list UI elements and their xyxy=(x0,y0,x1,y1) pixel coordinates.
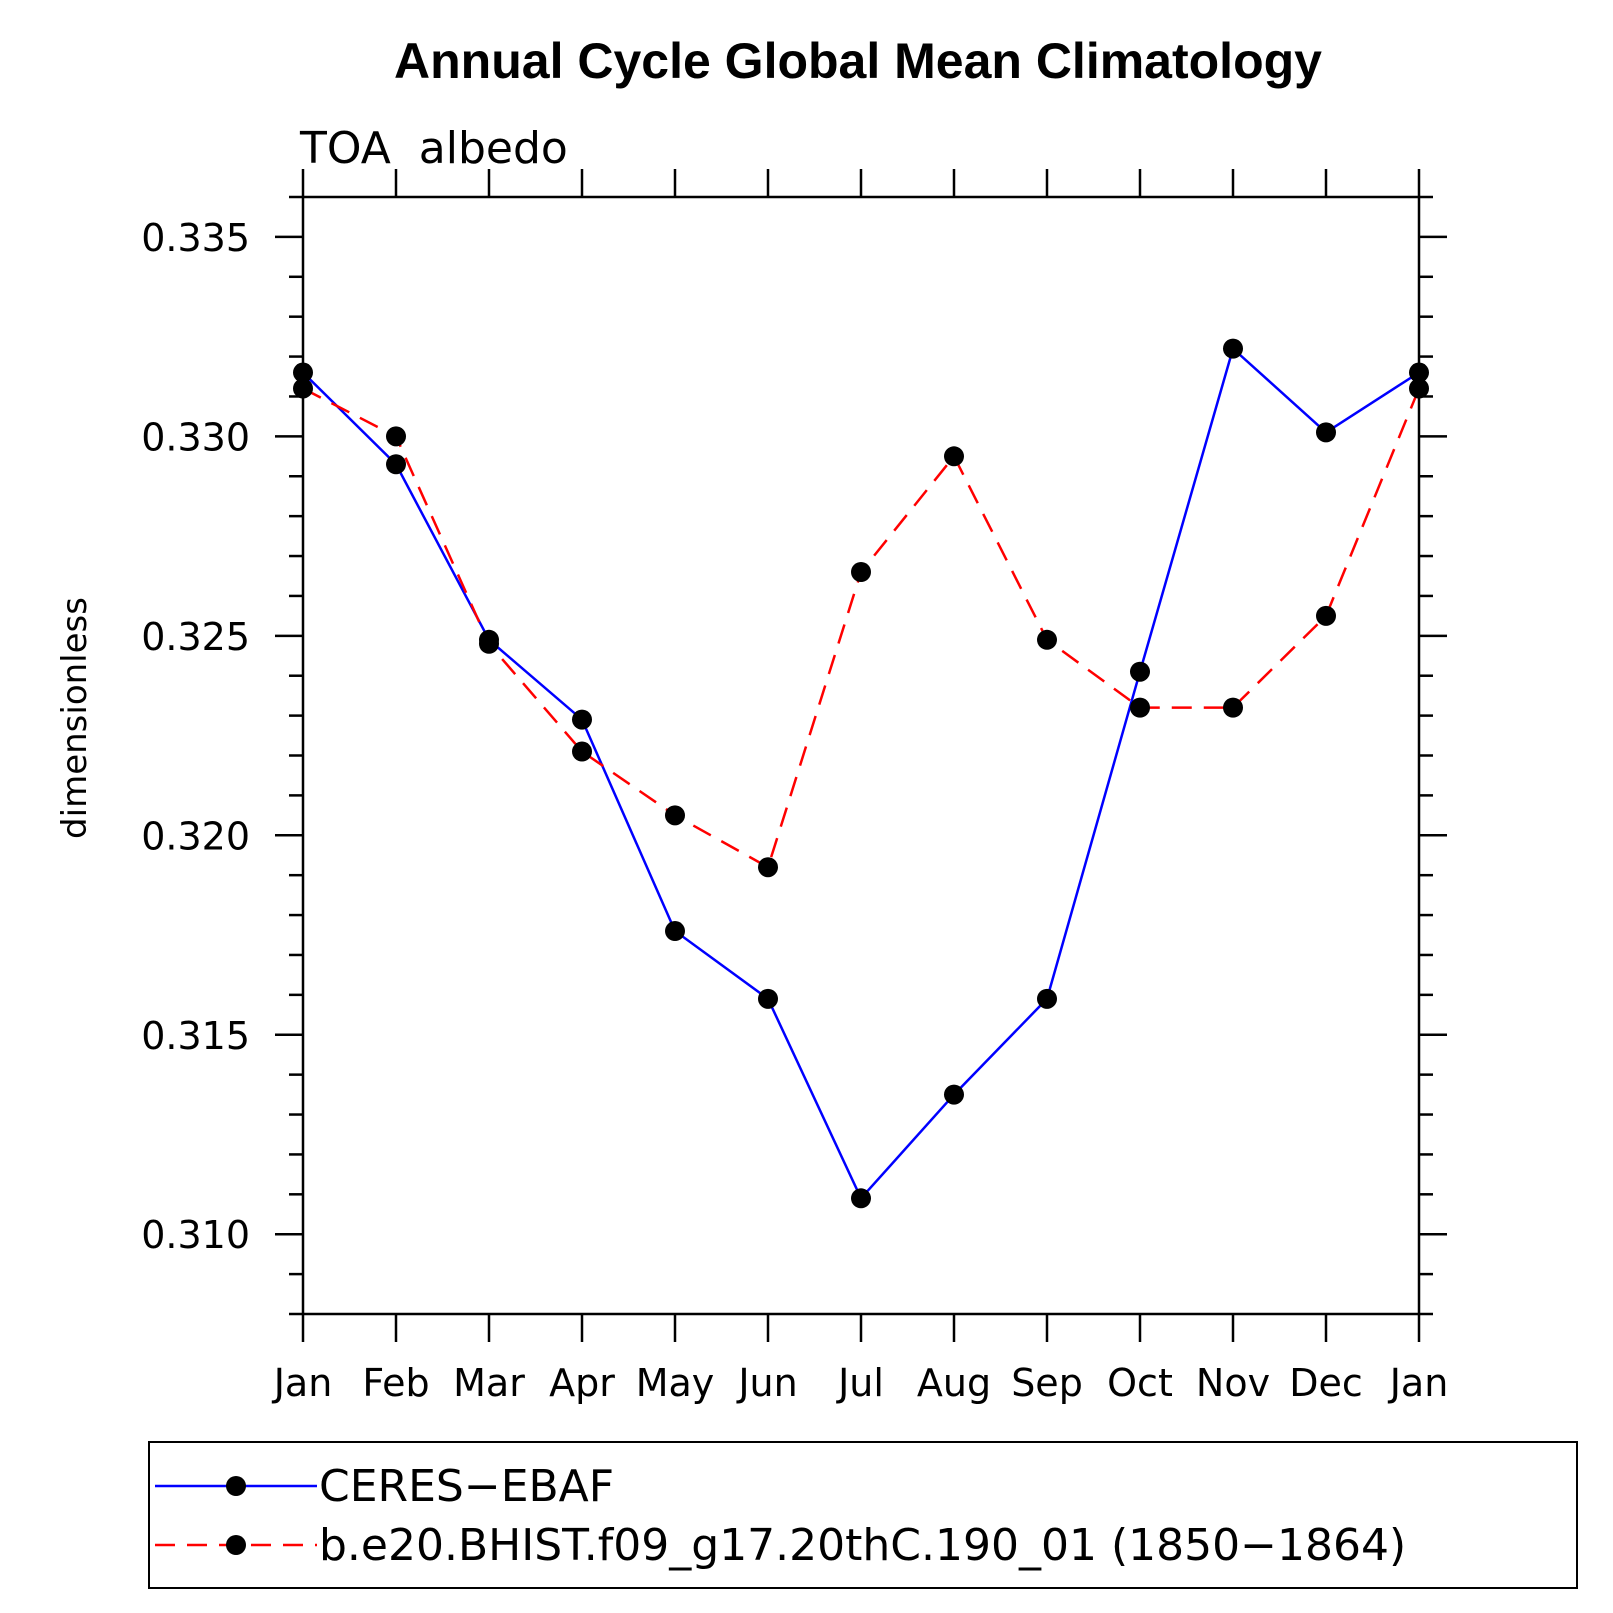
legend-marker-ceres xyxy=(226,1476,246,1496)
legend-box xyxy=(148,1441,1578,1589)
series-line-1 xyxy=(302,387,1421,870)
series-1-point xyxy=(1037,629,1057,650)
y-tick-label: 0.330 xyxy=(141,415,250,459)
series-1-point xyxy=(851,561,871,582)
series-1-point xyxy=(479,633,499,654)
x-tick-label: Apr xyxy=(549,1361,615,1405)
series-1-point xyxy=(944,446,964,467)
legend-marker-model xyxy=(226,1535,246,1555)
x-tick-label: Jul xyxy=(836,1361,884,1405)
x-tick-label: May xyxy=(636,1361,715,1405)
series-1-point xyxy=(758,857,778,878)
legend-label-ceres: CERES−EBAF xyxy=(319,1461,614,1512)
series-1-point xyxy=(1130,697,1150,718)
y-tick-label: 0.320 xyxy=(141,814,250,858)
y-tick-label: 0.310 xyxy=(141,1213,250,1257)
y-tick-labels: 0.310 0.315 0.320 0.325 0.330 0.335 xyxy=(141,216,250,1257)
series-0-point xyxy=(386,454,406,475)
series-1-point xyxy=(1316,605,1336,626)
chart-title: Annual Cycle Global Mean Climatology xyxy=(394,33,1322,89)
series-1-point xyxy=(1223,697,1243,718)
x-tick-label: Jan xyxy=(1388,1361,1449,1405)
y-tick-label: 0.335 xyxy=(141,216,250,260)
x-tick-label: Oct xyxy=(1107,1361,1173,1405)
series-0-point xyxy=(1130,661,1150,682)
x-tick-label: Sep xyxy=(1011,1361,1083,1405)
x-tick-label: Mar xyxy=(453,1361,525,1405)
x-tick-label: Nov xyxy=(1196,1361,1270,1405)
x-tick-label: Jan xyxy=(272,1361,333,1405)
series-layer xyxy=(293,338,1429,1209)
ticks-layer xyxy=(275,169,1447,1342)
x-tick-label: Feb xyxy=(362,1361,429,1405)
y-axis-label: dimensionless xyxy=(55,597,95,839)
series-line-0 xyxy=(302,346,1420,1201)
series-0-point xyxy=(665,921,685,942)
series-1-point xyxy=(572,741,592,762)
series-0-point xyxy=(944,1084,964,1105)
series-0-point xyxy=(1037,988,1057,1009)
series-0-point xyxy=(1223,338,1243,359)
x-tick-label: Aug xyxy=(917,1361,991,1405)
series-1-point xyxy=(386,426,406,447)
series-0-point xyxy=(1316,422,1336,443)
y-tick-label: 0.315 xyxy=(141,1014,250,1058)
series-1-point xyxy=(665,805,685,826)
legend-label-model: b.e20.BHIST.f09_g17.20thC.190_01 (1850−1… xyxy=(319,1520,1406,1571)
series-0-point xyxy=(572,709,592,730)
chart-subtitle: TOA albedo xyxy=(299,123,568,174)
x-tick-label: Dec xyxy=(1289,1361,1363,1405)
legend: CERES−EBAF b.e20.BHIST.f09_g17.20thC.190… xyxy=(148,1441,1578,1589)
series-0-point xyxy=(758,988,778,1009)
y-tick-label: 0.325 xyxy=(141,615,250,659)
x-tick-labels: Jan Feb Mar Apr May Jun Jul Aug Sep Oct Nov Dec Jan xyxy=(272,1361,1449,1405)
series-0-point xyxy=(851,1188,871,1209)
x-tick-label: Jun xyxy=(736,1361,797,1405)
